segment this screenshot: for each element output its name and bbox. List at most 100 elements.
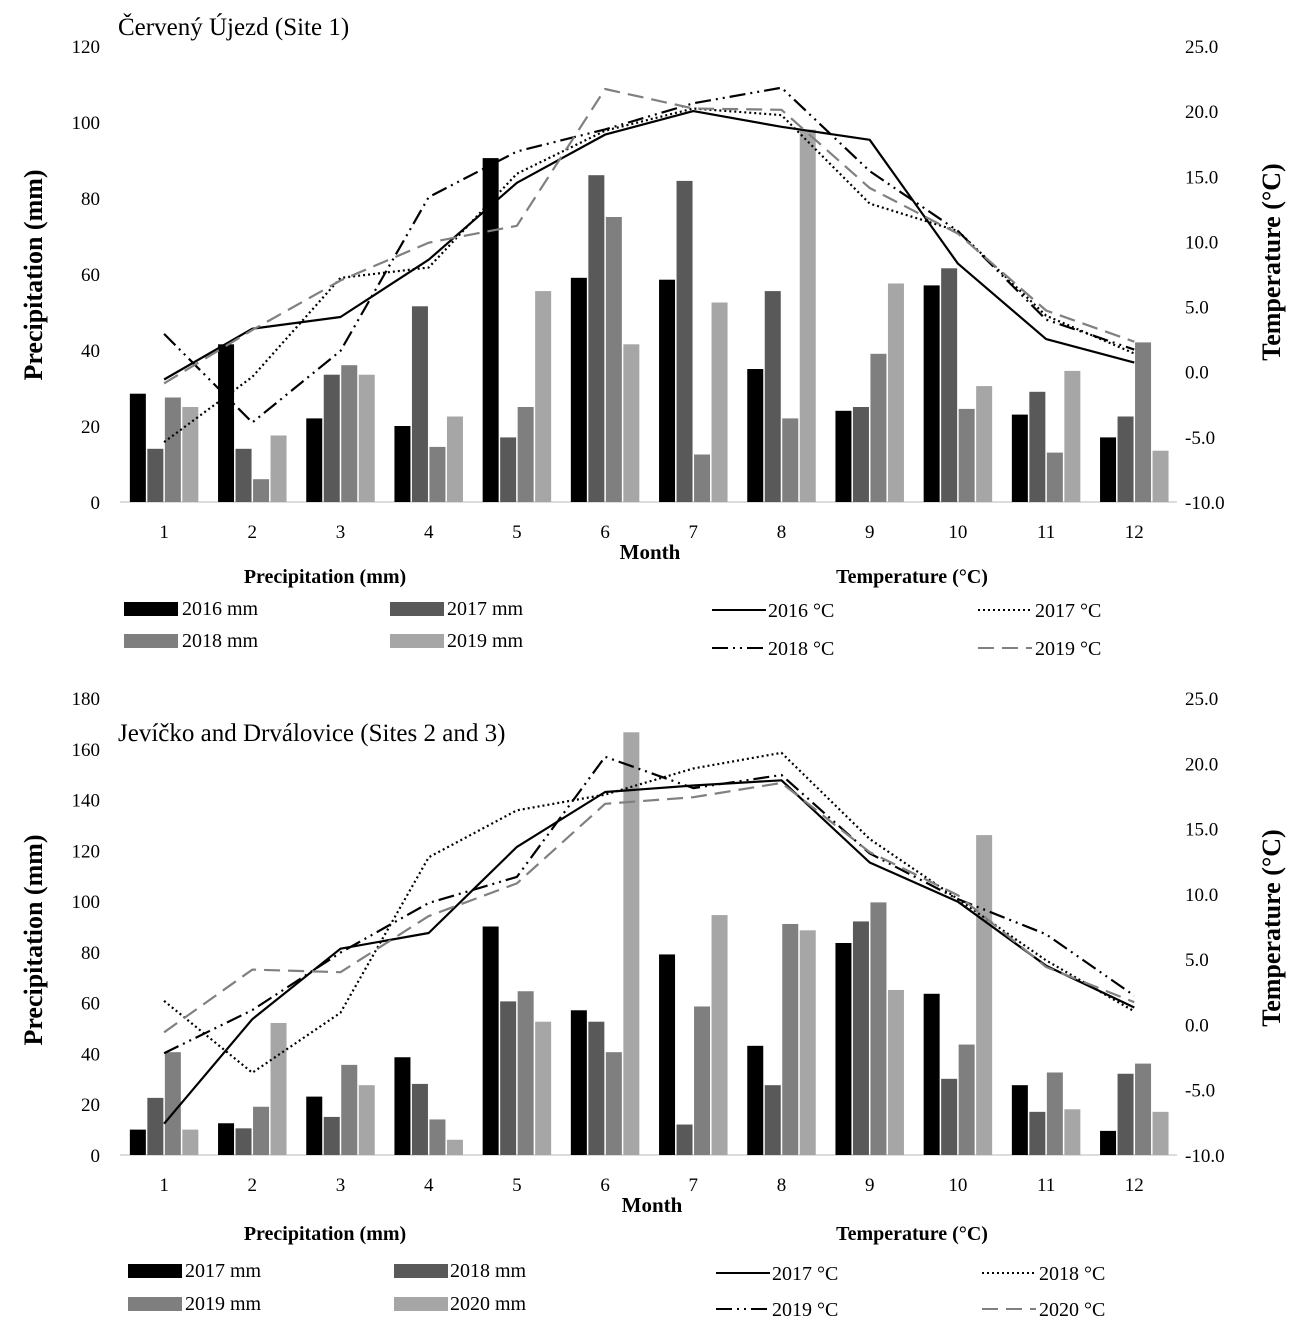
x-tick-label: 10: [948, 1175, 967, 1196]
bar-2016-mm-month-9: [835, 410, 852, 502]
bar-2017-mm-month-5: [500, 437, 517, 502]
chart-2-legend-swatch-2017-mm: [128, 1264, 182, 1278]
bar-2020-mm-month-8: [799, 930, 816, 1155]
bar-2017-mm-month-10: [941, 268, 958, 502]
right-tick-label: 5.0: [1185, 298, 1209, 319]
bar-2018-mm-month-11: [1046, 452, 1063, 502]
chart-2-legend-label-2017-mm: 2017 mm: [185, 1260, 262, 1282]
bar-2017-mm-month-3: [306, 1096, 323, 1155]
chart-2-title: Jevíčko and Drválovice (Sites 2 and 3): [118, 720, 505, 747]
bar-2019-mm-month-7: [711, 302, 728, 502]
left-tick-label: 0: [91, 493, 101, 514]
chart-1-right-axis-title: Temperature (°C): [1257, 163, 1286, 360]
bar-2017-mm-month-9: [852, 407, 869, 502]
left-tick-label: 100: [72, 113, 101, 134]
left-tick-label: 60: [81, 265, 100, 286]
x-tick-label: 8: [777, 1175, 787, 1196]
x-tick-label: 3: [336, 1175, 346, 1196]
bar-2017-mm-month-2: [235, 448, 252, 502]
chart-2-legend-precip-heading: Precipitation (mm): [244, 1223, 406, 1245]
line-2020-degC: [163, 781, 1135, 1034]
left-tick-label: 120: [72, 841, 101, 862]
right-tick-label: 25.0: [1185, 689, 1218, 710]
bar-2018-mm-month-12: [1117, 1073, 1134, 1155]
bar-2018-mm-month-4: [429, 446, 446, 502]
bar-2017-mm-month-7: [659, 954, 676, 1155]
bar-2018-mm-month-12: [1135, 342, 1152, 502]
chart-1-legend-label-2017-c: 2017 °C: [1035, 600, 1101, 622]
chart-2-left-ticks: 0 20 40 60 80 100 120 140 160 180: [72, 689, 101, 1167]
bar-2016-mm-month-10: [923, 285, 940, 502]
bar-2019-mm-month-1: [164, 1052, 181, 1155]
bar-2020-mm-month-11: [1064, 1109, 1081, 1155]
bar-2019-mm-month-5: [517, 991, 534, 1155]
right-tick-label: -10.0: [1185, 493, 1225, 514]
bar-2020-mm-month-1: [182, 1129, 199, 1155]
bar-2018-mm-month-7: [694, 454, 711, 502]
chart-2-legend-swatch-2019-mm: [128, 1297, 182, 1311]
chart-1-legend-label-2019-mm: 2019 mm: [447, 630, 524, 652]
bar-2016-mm-month-5: [482, 158, 499, 502]
bar-2020-mm-month-10: [976, 835, 993, 1155]
right-tick-label: 25.0: [1185, 37, 1218, 58]
chart-2: Jevíčko and Drválovice (Sites 2 and 3) P…: [19, 689, 1286, 1321]
bar-2019-mm-month-9: [887, 283, 904, 502]
bar-2019-mm-month-1: [182, 407, 199, 502]
chart-1-legend-label-2018-c: 2018 °C: [768, 638, 834, 660]
bar-2018-mm-month-10: [941, 1078, 958, 1155]
bar-2019-mm-month-11: [1064, 370, 1081, 502]
chart-2-x-axis-title: Month: [622, 1193, 683, 1217]
bar-2017-mm-month-12: [1100, 1130, 1117, 1155]
right-tick-label: 10.0: [1185, 885, 1218, 906]
x-tick-label: 7: [689, 1175, 699, 1196]
x-tick-label: 11: [1037, 1175, 1055, 1196]
x-tick-label: 5: [512, 1175, 522, 1196]
x-tick-label: 2: [248, 1175, 258, 1196]
right-tick-label: 0.0: [1185, 1015, 1209, 1036]
bar-2018-mm-month-9: [870, 353, 887, 502]
chart-1-legend-label-2017-mm: 2017 mm: [447, 598, 524, 620]
chart-1-legend: Precipitation (mm) Temperature (°C) 2016…: [124, 566, 1101, 660]
x-tick-label: 12: [1125, 1175, 1144, 1196]
bar-2019-mm-month-8: [799, 129, 816, 502]
chart-1-legend-swatch-2016-mm: [124, 602, 178, 616]
chart-1-legend-swatch-2019-mm: [390, 634, 444, 648]
chart-1-legend-temp-heading: Temperature (°C): [836, 566, 988, 588]
bar-2018-mm-month-9: [852, 921, 869, 1155]
bar-2019-mm-month-6: [623, 344, 640, 502]
bar-2019-mm-month-4: [429, 1119, 446, 1155]
chart-2-legend: Precipitation (mm) Temperature (°C) 2017…: [128, 1223, 1105, 1321]
x-tick-label: 11: [1037, 522, 1055, 543]
bar-2016-mm-month-11: [1011, 414, 1028, 502]
bar-2020-mm-month-3: [358, 1085, 375, 1155]
x-tick-label: 2: [248, 522, 258, 543]
left-tick-label: 80: [81, 189, 100, 210]
bar-2018-mm-month-2: [253, 479, 270, 502]
left-tick-label: 80: [81, 943, 100, 964]
chart-2-legend-label-2020-mm: 2020 mm: [450, 1293, 527, 1315]
bar-2016-mm-month-12: [1100, 437, 1117, 502]
left-tick-label: 40: [81, 1044, 100, 1065]
chart-1: Červený Újezd (Site 1) Precipitation (mm…: [19, 13, 1286, 660]
bar-2017-mm-month-10: [923, 993, 940, 1155]
bar-2019-mm-month-7: [694, 1006, 711, 1155]
bar-2019-mm-month-10: [958, 1044, 975, 1155]
right-tick-label: -5.0: [1185, 1081, 1215, 1102]
bar-2019-mm-month-12: [1135, 1063, 1152, 1155]
bar-2019-mm-month-2: [270, 435, 287, 502]
bar-2019-mm-month-3: [341, 1064, 358, 1155]
bar-2020-mm-month-5: [535, 1021, 552, 1155]
bar-2017-mm-month-11: [1011, 1085, 1028, 1155]
chart-2-bars: [129, 732, 1169, 1155]
chart-1-right-ticks: -10.0 -5.0 0.0 5.0 10.0 15.0 20.0 25.0: [1185, 37, 1225, 514]
bar-2017-mm-month-8: [747, 1045, 764, 1155]
chart-1-legend-precip-heading: Precipitation (mm): [244, 566, 406, 588]
right-tick-label: 10.0: [1185, 232, 1218, 253]
bar-2018-mm-month-2: [235, 1128, 252, 1155]
bar-2018-mm-month-5: [500, 1001, 517, 1155]
bar-2016-mm-month-2: [218, 344, 235, 502]
bar-2018-mm-month-6: [605, 217, 622, 502]
bar-2017-mm-month-11: [1029, 391, 1046, 502]
chart-2-legend-swatch-2020-mm: [394, 1297, 448, 1311]
bar-2017-mm-month-4: [394, 1057, 411, 1155]
